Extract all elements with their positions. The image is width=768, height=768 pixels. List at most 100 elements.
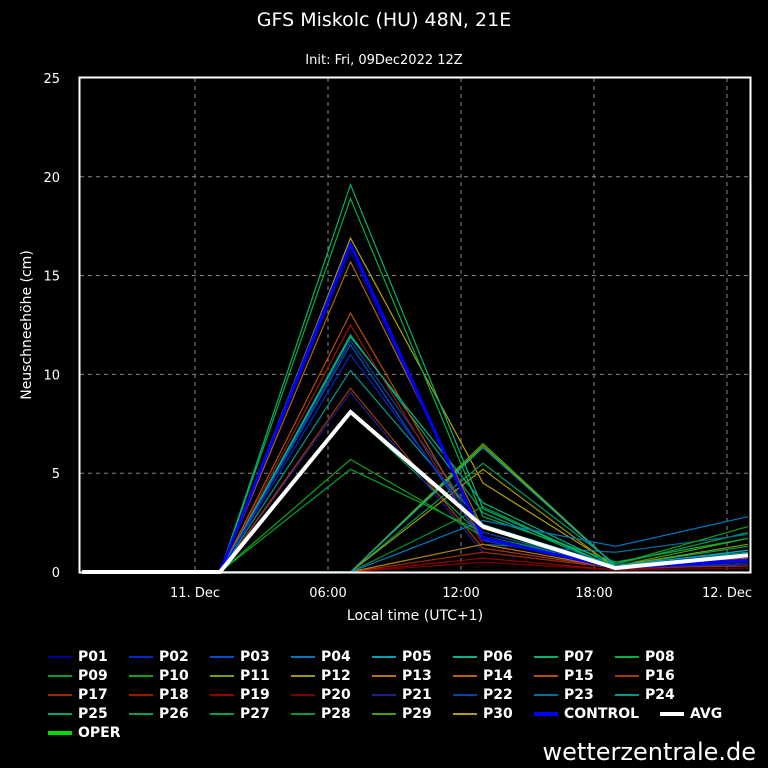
legend-swatch	[615, 675, 639, 677]
legend-swatch	[534, 675, 558, 677]
legend-label: P03	[240, 649, 270, 665]
y-tick-label: 15	[43, 270, 60, 285]
legend-label: P11	[240, 668, 270, 684]
legend-label: P09	[78, 668, 108, 684]
legend-item-p09: P09	[48, 667, 108, 685]
y-tick-label: 20	[43, 171, 60, 186]
x-ticks: 11. Dec 06:00 12:00 18:00 12. Dec	[170, 586, 752, 601]
legend-item-p01: P01	[48, 648, 108, 666]
legend-label: AVG	[690, 706, 723, 722]
legend-label: P05	[402, 649, 432, 665]
legend-label: P06	[483, 649, 513, 665]
legend-item-p22: P22	[453, 686, 513, 704]
legend-swatch	[453, 713, 477, 715]
series-lines	[82, 182, 749, 574]
legend-label: P21	[402, 687, 432, 703]
chart: GFS Miskolc (HU) 48N, 21E Init: Fri, 09D…	[19, 9, 752, 624]
legend-label: P27	[240, 706, 270, 722]
legend-item-p18: P18	[129, 686, 189, 704]
chart-title: GFS Miskolc (HU) 48N, 21E	[257, 9, 511, 31]
legend-label: P02	[159, 649, 189, 665]
legend-swatch	[210, 656, 234, 658]
legend-label: P15	[564, 668, 594, 684]
legend-swatch	[48, 694, 72, 696]
y-tick-label: 0	[52, 566, 60, 581]
legend-item-p06: P06	[453, 648, 513, 666]
y-tick-label: 25	[43, 72, 60, 87]
legend-label: P18	[159, 687, 189, 703]
y-tick-label: 5	[52, 467, 60, 482]
legend-swatch	[48, 713, 72, 715]
legend-swatch	[453, 694, 477, 696]
legend-item-p17: P17	[48, 686, 108, 704]
legend-item-p25: P25	[48, 705, 108, 723]
series-line-p29	[82, 442, 749, 573]
legend-swatch	[291, 656, 315, 658]
legend-item-p21: P21	[372, 686, 432, 704]
x-tick-label: 12:00	[442, 586, 479, 601]
legend-item-p12: P12	[291, 667, 351, 685]
legend-label: P17	[78, 687, 108, 703]
series-line-p06	[82, 335, 749, 573]
legend-swatch	[291, 675, 315, 677]
legend-swatch	[291, 694, 315, 696]
series-line-p25	[82, 333, 749, 573]
legend-swatch	[210, 713, 234, 715]
legend-swatch	[615, 694, 639, 696]
legend-label: P23	[564, 687, 594, 703]
legend-swatch	[48, 731, 72, 735]
legend-label: P22	[483, 687, 513, 703]
watermark: wetterzentrale.de	[542, 738, 756, 766]
series-line-p18	[82, 323, 749, 573]
plot-frame	[78, 76, 752, 574]
chart-subtitle: Init: Fri, 09Dec2022 12Z	[305, 53, 463, 68]
legend-item-p19: P19	[210, 686, 270, 704]
legend-swatch	[453, 656, 477, 658]
legend-item-p24: P24	[615, 686, 675, 704]
legend-label: P26	[159, 706, 189, 722]
legend-item-p05: P05	[372, 648, 432, 666]
series-line-p24	[82, 369, 749, 573]
legend-label: P01	[78, 649, 108, 665]
legend-label: P04	[321, 649, 351, 665]
legend-label: P28	[321, 706, 351, 722]
series-line-p16	[82, 387, 749, 573]
legend-item-p14: P14	[453, 667, 513, 685]
legend-label: P16	[645, 668, 675, 684]
legend-swatch	[291, 713, 315, 715]
x-tick-label: 06:00	[309, 586, 346, 601]
x-tick-label: 12. Dec	[702, 586, 752, 601]
legend-swatch	[534, 694, 558, 696]
legend-label: P20	[321, 687, 351, 703]
y-tick-label: 10	[43, 368, 60, 383]
legend-label: P29	[402, 706, 432, 722]
grid	[80, 78, 750, 572]
legend-swatch	[534, 656, 558, 658]
legend-label: OPER	[78, 725, 121, 741]
series-line-p03	[82, 343, 749, 573]
x-tick-label: 11. Dec	[170, 586, 220, 601]
legend-swatch	[129, 713, 153, 715]
legend-item-p29: P29	[372, 705, 432, 723]
legend-label: P14	[483, 668, 513, 684]
legend-swatch	[372, 713, 396, 715]
legend-item-p27: P27	[210, 705, 270, 723]
series-line-p22	[82, 339, 749, 573]
legend-item-oper: OPER	[48, 724, 121, 742]
series-line-p10	[82, 458, 749, 573]
legend-swatch	[372, 656, 396, 658]
legend-swatch	[48, 656, 72, 658]
legend-item-p11: P11	[210, 667, 270, 685]
legend-label: P10	[159, 668, 189, 684]
legend-swatch	[660, 712, 684, 716]
legend-item-p16: P16	[615, 667, 675, 685]
legend-swatch	[372, 675, 396, 677]
legend-item-p07: P07	[534, 648, 594, 666]
legend-item-p23: P23	[534, 686, 594, 704]
x-axis-label: Local time (UTC+1)	[347, 608, 483, 624]
legend-item-avg: AVG	[660, 705, 722, 723]
legend-item-p04: P04	[291, 648, 351, 666]
legend-item-p03: P03	[210, 648, 270, 666]
legend-swatch	[210, 694, 234, 696]
legend-label: P24	[645, 687, 675, 703]
